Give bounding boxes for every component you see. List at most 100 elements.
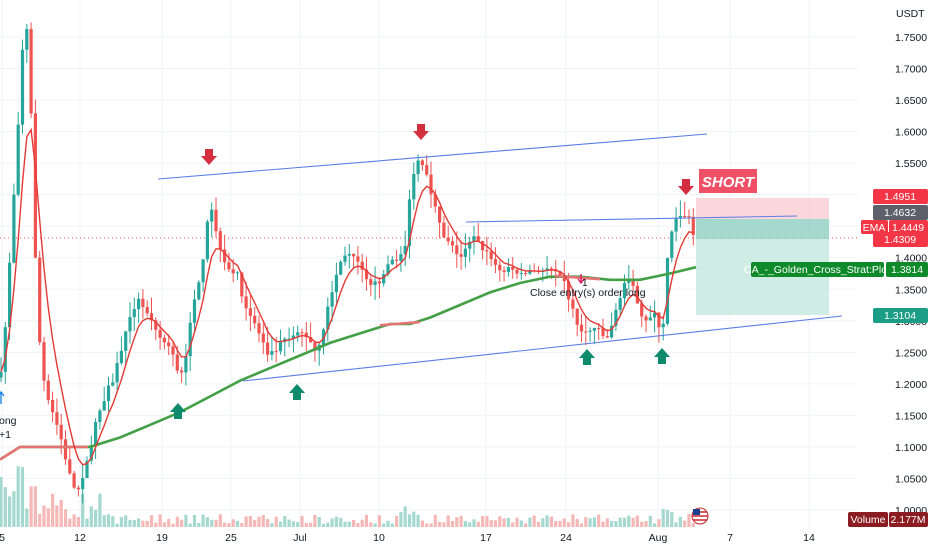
- price-label-ema: EMA 1.4449: [861, 220, 928, 234]
- volume-bar: [493, 520, 498, 527]
- candle-body: [98, 410, 102, 422]
- sell-arrow-icon: [413, 124, 429, 140]
- volume-value-text: 2.177M: [890, 514, 925, 526]
- candle-body: [89, 445, 93, 461]
- volume-bar: [549, 516, 553, 527]
- volume-bar: [644, 520, 648, 527]
- volume-bar: [205, 517, 209, 527]
- volume-bar: [210, 519, 214, 527]
- candle-body: [446, 237, 450, 242]
- volume-bar: [149, 515, 154, 527]
- candle-body: [171, 346, 175, 355]
- time-tick: 19: [156, 532, 168, 544]
- candle-body: [450, 241, 455, 246]
- candle-body: [567, 281, 571, 300]
- time-tick: Aug: [649, 532, 668, 544]
- volume-label: Volume 2.177M: [848, 512, 928, 527]
- volume-bar: [154, 522, 158, 527]
- volume-bar: [687, 514, 691, 527]
- volume-bar: [498, 516, 502, 527]
- volume-bar: [536, 521, 541, 527]
- volume-bar: [515, 517, 519, 527]
- volume-bar: [85, 518, 89, 527]
- volume-bar: [115, 523, 119, 527]
- volume-bar: [403, 506, 407, 527]
- candle-body: [278, 342, 283, 352]
- candle-body: [210, 209, 214, 222]
- candle-body: [201, 259, 205, 283]
- volume-bar: [481, 515, 485, 527]
- volume-bar: [16, 466, 20, 527]
- volume-bar: [592, 517, 596, 527]
- candle-body: [683, 216, 687, 218]
- candle-body: [592, 327, 596, 331]
- mid-trendline[interactable]: [465, 215, 798, 223]
- time-axis[interactable]: 5 12 19 25 Jul 10 17 24 Aug 7 14: [0, 528, 858, 550]
- volume-bar: [326, 522, 330, 527]
- volume-bar: [562, 518, 566, 527]
- candle-body: [16, 124, 20, 195]
- volume-bar: [412, 511, 416, 527]
- candle-body: [493, 259, 498, 265]
- volume-bar: [524, 523, 528, 527]
- volume-bar: [369, 522, 373, 527]
- candle-body: [687, 216, 691, 218]
- volume-bar: [68, 518, 72, 527]
- volume-bar: [309, 522, 313, 527]
- volume-bar: [128, 519, 132, 527]
- volume-bar: [541, 518, 545, 527]
- volume-bar: [63, 509, 68, 527]
- volume-bar: [330, 518, 334, 527]
- candle-body: [300, 332, 304, 334]
- close-entry-marker: 1: [582, 278, 588, 289]
- candle-body: [373, 281, 377, 285]
- candle-body: [81, 478, 85, 490]
- volume-bar: [446, 515, 450, 527]
- short-text: SHORT: [702, 174, 756, 191]
- candle-body: [416, 160, 420, 174]
- volume-bar: [485, 515, 489, 527]
- volume-bar: [124, 515, 128, 527]
- volume-bar: [463, 521, 467, 527]
- time-tick: 17: [480, 532, 492, 544]
- candle-body: [63, 439, 68, 460]
- price-tick: 1.5500: [895, 158, 927, 170]
- candle-body: [38, 257, 42, 343]
- volume-bar: [605, 518, 609, 527]
- us-flag-icon[interactable]: [691, 507, 709, 525]
- volume-bar: [274, 516, 278, 527]
- candle-body: [476, 236, 480, 242]
- volume-bar: [360, 519, 364, 527]
- candle-body: [468, 241, 472, 249]
- lower-trendline[interactable]: [242, 315, 843, 382]
- candle-body: [270, 351, 274, 355]
- volume-bar: [141, 520, 145, 527]
- candle-body: [377, 281, 381, 284]
- candle-body: [627, 279, 631, 283]
- candle-body: [72, 473, 76, 488]
- time-tick: 7: [727, 532, 733, 544]
- tp-top-value: 1.4951: [884, 191, 916, 203]
- volume-bar: [248, 515, 252, 527]
- candle-body: [102, 401, 106, 411]
- candle-body: [343, 255, 347, 262]
- candle-body: [29, 29, 33, 114]
- candle-body: [558, 271, 562, 276]
- volume-bar: [601, 521, 605, 527]
- candle-body: [188, 322, 192, 356]
- volume-bar: [567, 522, 571, 527]
- candle-body: [640, 303, 644, 317]
- volume-bar: [158, 514, 162, 527]
- candle-body: [94, 421, 98, 446]
- upper-trendline[interactable]: [157, 133, 708, 180]
- volume-bar: [197, 522, 201, 527]
- volume-bar: [661, 508, 665, 527]
- volume-bar: [300, 515, 304, 527]
- candle-body: [678, 216, 682, 218]
- candle-body: [498, 264, 502, 271]
- volume-bars: [0, 466, 695, 527]
- volume-bar: [433, 514, 437, 527]
- volume-bar: [244, 516, 248, 527]
